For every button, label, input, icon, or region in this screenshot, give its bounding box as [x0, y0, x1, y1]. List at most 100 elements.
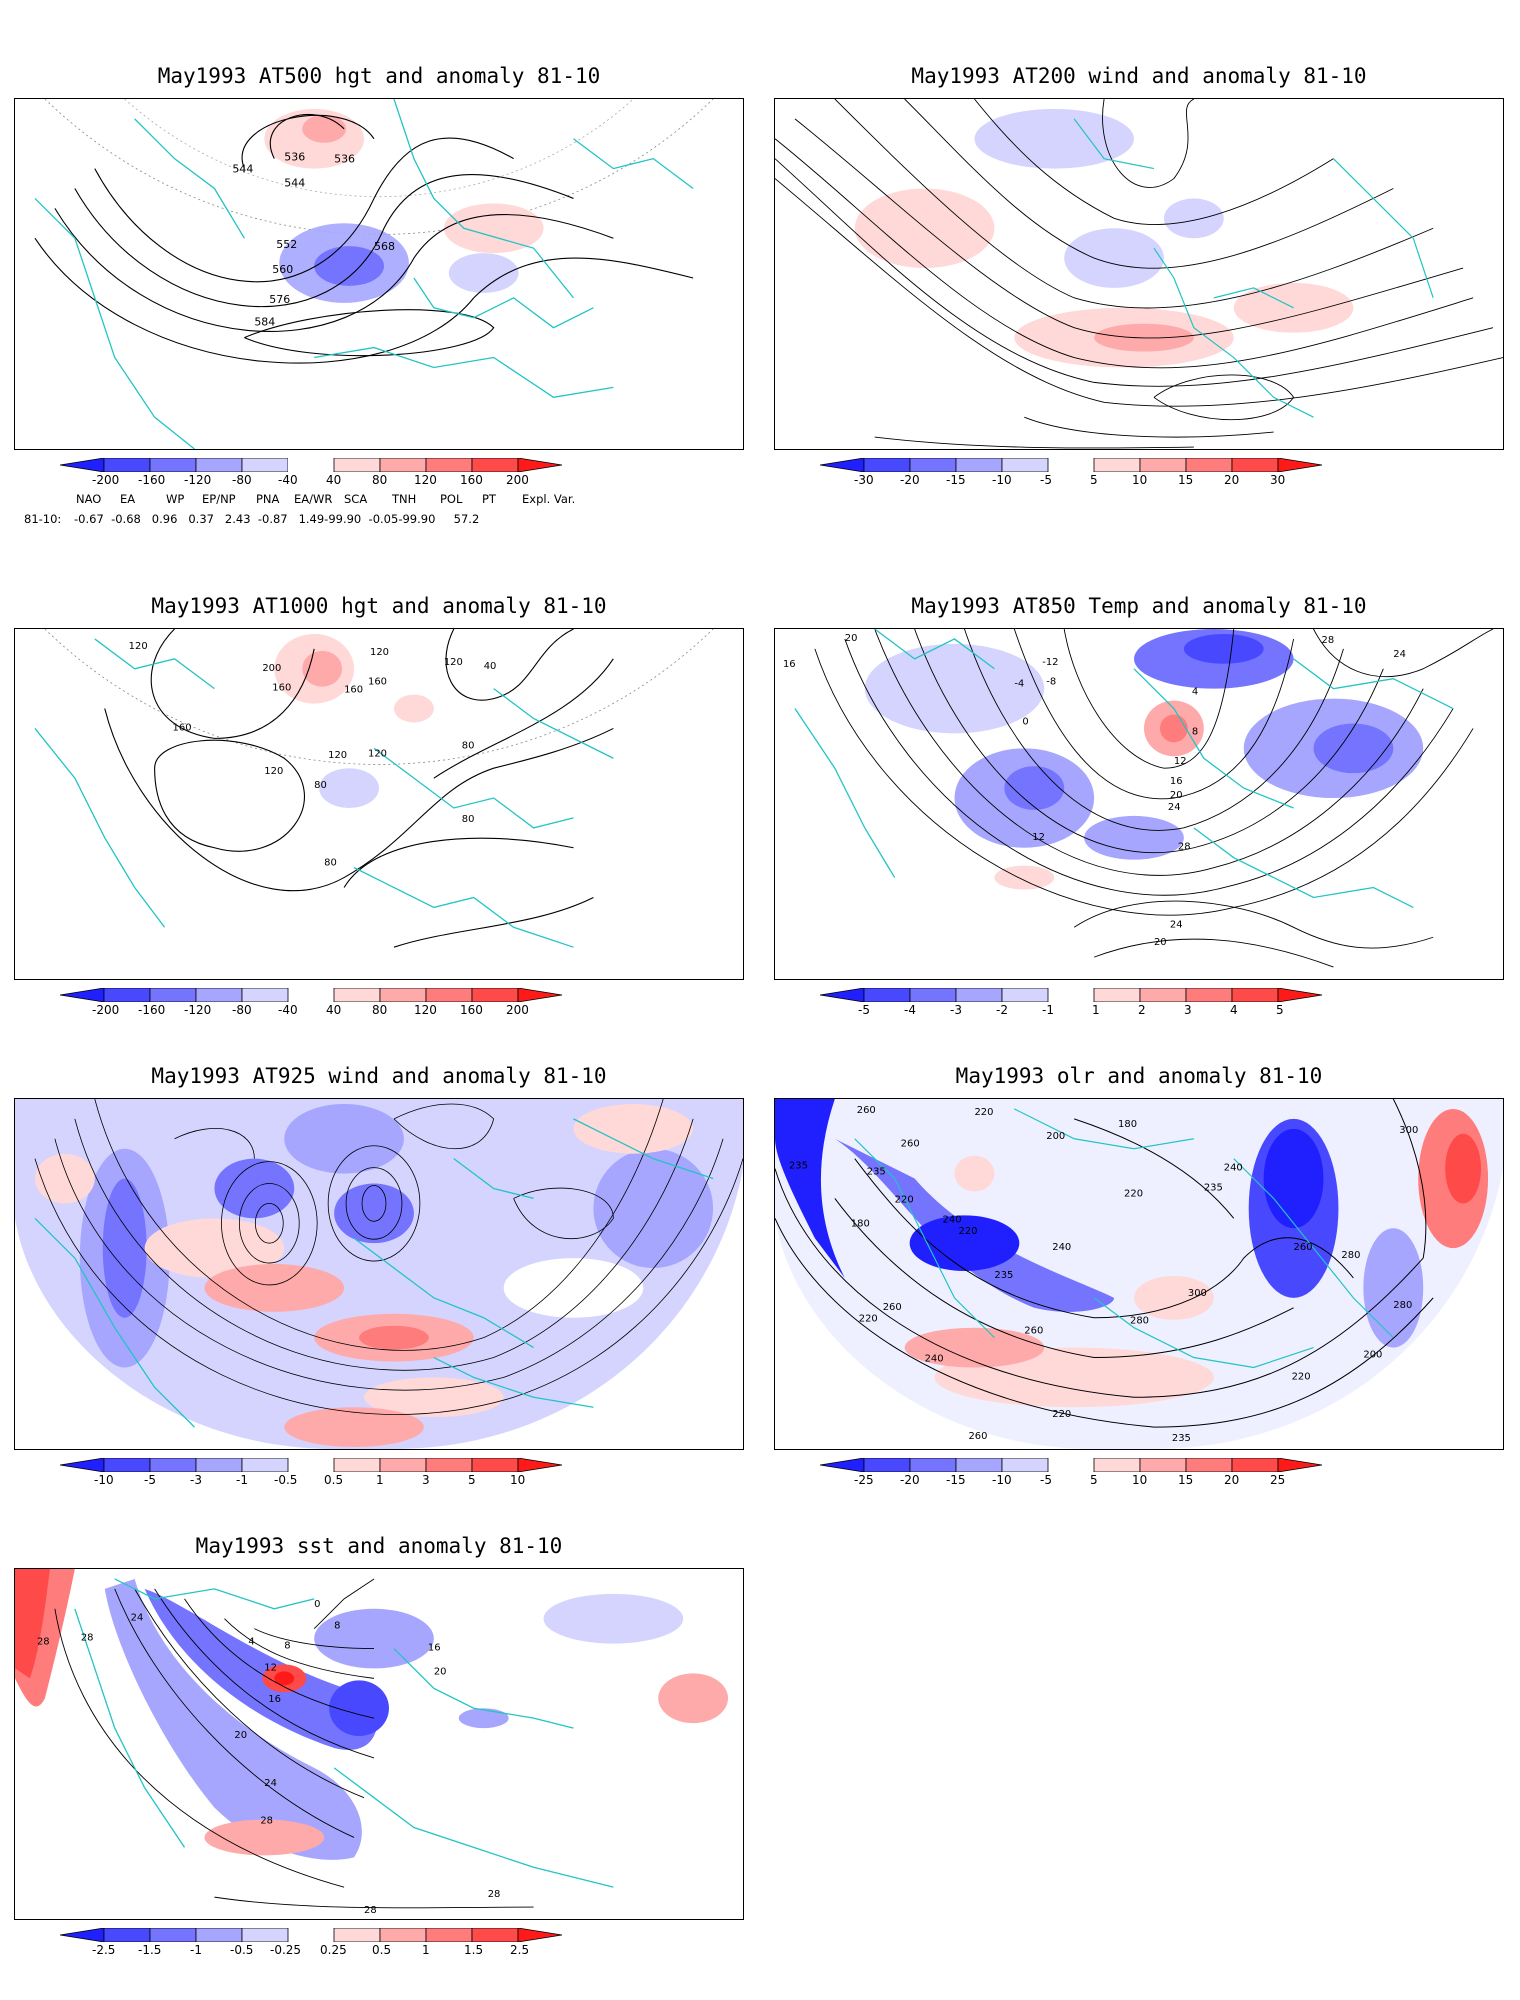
- contour-label: 235: [789, 1161, 808, 1172]
- colorbar-tick: -20: [900, 1473, 920, 1487]
- colorbar-tick: 0.5: [372, 1943, 392, 1957]
- colorbar-at925: -10 -5 -3 -1 -0.5 0.5 1 3 5 10: [60, 1458, 700, 1488]
- contour-label: -4: [1014, 679, 1024, 690]
- contour-label: 235: [1172, 1433, 1191, 1444]
- contour-label: 220: [974, 1107, 993, 1118]
- contour-label: 28: [1321, 635, 1334, 646]
- panel-at925: May1993 AT925 wind and anomaly 81-10: [14, 1060, 744, 1500]
- contour-label: 584: [254, 316, 275, 329]
- contour-label: -12: [1042, 657, 1058, 668]
- contour-label: 544: [232, 163, 253, 176]
- contour-label: 235: [1204, 1182, 1223, 1193]
- index-name: EA: [120, 492, 136, 506]
- contour-label: 235: [867, 1167, 886, 1178]
- contour-label: 536: [334, 153, 355, 166]
- contour-label: 80: [462, 814, 475, 825]
- contour-label: 28: [364, 1905, 377, 1916]
- contour-label: 28: [260, 1816, 273, 1827]
- colorbar-tick: -10: [992, 1473, 1012, 1487]
- colorbar-tick: 5: [468, 1473, 476, 1487]
- colorbar-at1000: -200 -160 -120 -80 -40 40 80 120 160 200: [60, 988, 700, 1018]
- contour-label: 120: [328, 750, 347, 761]
- colorbar-tick: -200: [92, 473, 120, 487]
- contour-label: 180: [1118, 1119, 1137, 1130]
- colorbar-tick: -0.25: [270, 1943, 302, 1957]
- contour-label: 536: [284, 151, 305, 164]
- contour-label: 160: [344, 685, 363, 696]
- panel-at200: May1993 AT200 wind and anomaly 81-10: [774, 60, 1504, 487]
- contour-label: 260: [1024, 1326, 1043, 1337]
- contour-label: 160: [173, 722, 192, 733]
- colorbar-tick: 160: [460, 473, 483, 487]
- colorbar-tick: 3: [422, 1473, 430, 1487]
- contour-label: 220: [1124, 1188, 1143, 1199]
- contour-label: 12: [1032, 832, 1045, 843]
- contour-label: 8: [334, 1621, 340, 1632]
- colorbar-tick: -2: [996, 1003, 1008, 1017]
- contour-label: 20: [1170, 790, 1183, 801]
- colorbar-tick: -15: [946, 1473, 966, 1487]
- colorbar-tick: 30: [1270, 473, 1286, 487]
- colorbar-tick: 1: [422, 1943, 430, 1957]
- colorbar-tick: -40: [278, 473, 298, 487]
- contour-label: 568: [374, 240, 395, 253]
- contour-label: 280: [1393, 1300, 1412, 1311]
- contour-label: 80: [314, 780, 327, 791]
- contour-label: 220: [859, 1314, 878, 1325]
- map-at850: 16 20 -12 -4 -8 0 28 24 4 8 12 16 20 24 …: [774, 628, 1504, 980]
- index-names-row: NAO EA WP EP/NP PNA EA/WR SCA TNH POL PT…: [76, 492, 716, 506]
- contour-label: 260: [968, 1431, 987, 1442]
- colorbar-tick: 5: [1276, 1003, 1284, 1017]
- panel-at500: May1993 AT500 hgt and anomaly 81-10: [14, 60, 744, 526]
- colorbar-tick: -5: [1040, 1473, 1052, 1487]
- contour-label: 120: [444, 657, 463, 668]
- contour-label: 235: [994, 1270, 1013, 1281]
- contour-label: 260: [857, 1105, 876, 1116]
- contour-label: 80: [462, 740, 475, 751]
- contour-label: 16: [1170, 776, 1183, 787]
- contour-label: 8: [1192, 726, 1198, 737]
- index-values: -0.67 -0.68 0.96 0.37 2.43 -0.87 1.49-99…: [74, 512, 480, 526]
- colorbar-tick: -1: [236, 1473, 248, 1487]
- colorbar-tick: -40: [278, 1003, 298, 1017]
- contour-label: 260: [883, 1302, 902, 1313]
- index-name: WP: [166, 492, 185, 506]
- panel-olr: May1993 olr and anomaly 81-10: [774, 1060, 1504, 1500]
- contour-label: 28: [1178, 842, 1191, 853]
- colorbar-tick: -0.5: [230, 1943, 254, 1957]
- colorbar-tick: -120: [184, 473, 212, 487]
- contour-label: 160: [272, 683, 291, 694]
- colorbar-tick: -160: [138, 473, 166, 487]
- colorbar-tick: -1: [1042, 1003, 1054, 1017]
- contour-label: 0: [314, 1599, 320, 1610]
- colorbar-tick: -10: [94, 1473, 114, 1487]
- colorbar-tick: -3: [950, 1003, 962, 1017]
- index-name: PT: [482, 492, 496, 506]
- colorbar-tick: -25: [854, 1473, 874, 1487]
- contour-label: 40: [484, 661, 497, 672]
- index-name: NAO: [76, 492, 102, 506]
- contour-label: 4: [1192, 687, 1198, 698]
- colorbar-tick: 1.5: [464, 1943, 484, 1957]
- colorbar-tick: 40: [326, 1003, 342, 1017]
- contour-label: 24: [1393, 649, 1406, 660]
- contour-label: 4: [248, 1637, 254, 1648]
- contour-label: 20: [1154, 937, 1167, 948]
- panel-title: May1993 AT925 wind and anomaly 81-10: [151, 1064, 607, 1088]
- colorbar-tick: -5: [1040, 473, 1052, 487]
- contour-label: 300: [1399, 1125, 1418, 1136]
- colorbar-tick: 120: [414, 1003, 437, 1017]
- colorbar-tick: -160: [138, 1003, 166, 1017]
- colorbar-tick: -1: [190, 1943, 202, 1957]
- contour-label: 280: [1341, 1250, 1360, 1261]
- colorbar-tick: -5: [858, 1003, 870, 1017]
- contour-label: 120: [370, 647, 389, 658]
- colorbar-tick: -5: [144, 1473, 156, 1487]
- contour-label: 20: [845, 633, 858, 644]
- contour-label: 200: [262, 663, 281, 674]
- colorbar-tick: 10: [510, 1473, 526, 1487]
- contour-label: 8: [284, 1641, 290, 1652]
- panel-title: May1993 AT500 hgt and anomaly 81-10: [157, 64, 601, 88]
- colorbar-tick: 10: [1132, 1473, 1148, 1487]
- contour-label: 560: [272, 263, 293, 276]
